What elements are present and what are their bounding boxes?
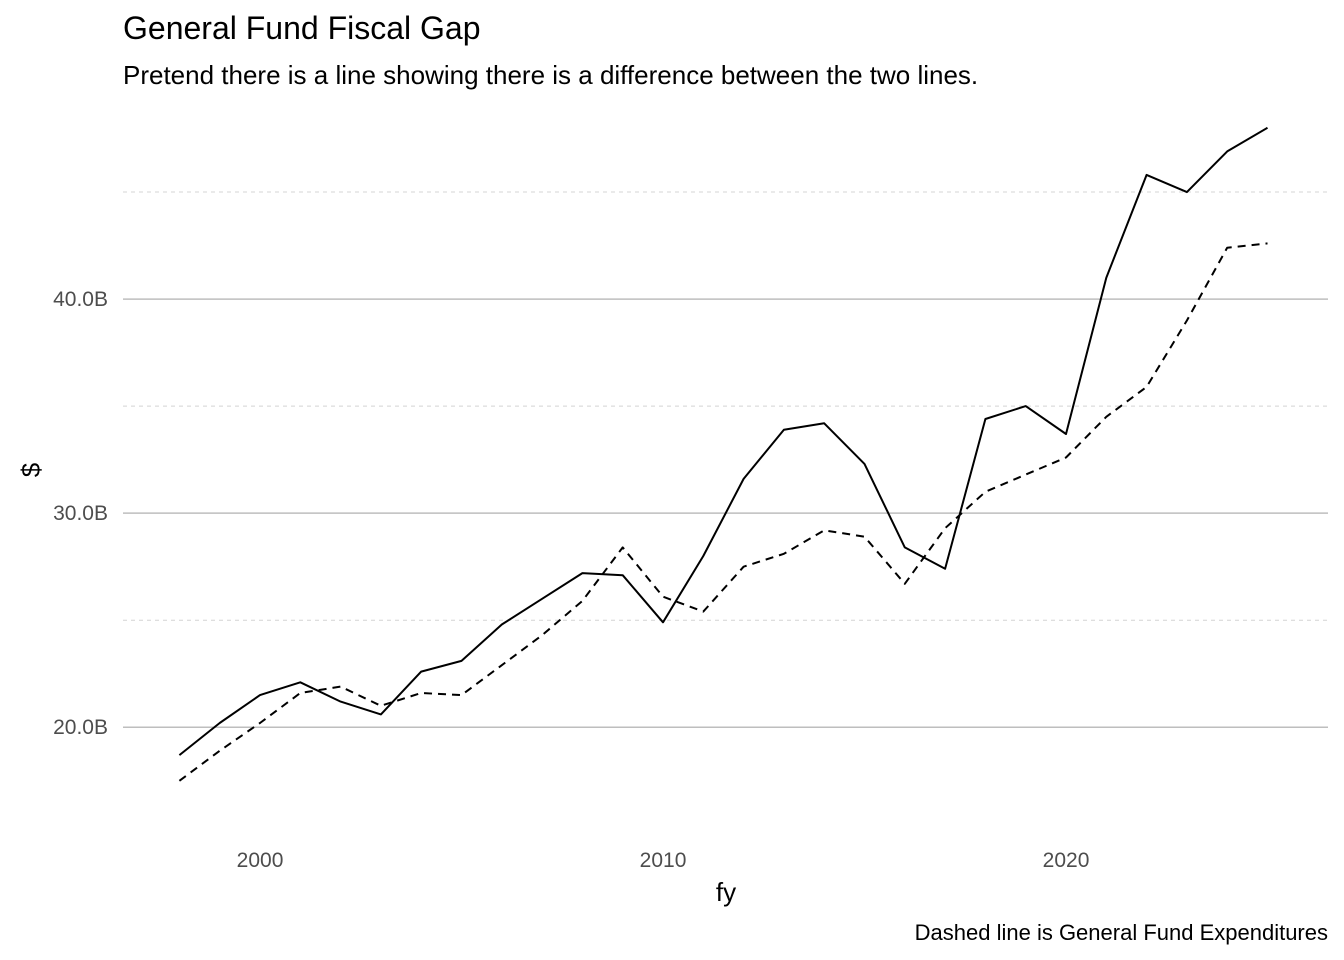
revenue-line	[178, 126, 1269, 756]
y-tick-label: 40.0B	[53, 288, 108, 311]
x-axis-title: fy	[716, 877, 736, 907]
series-layer	[178, 126, 1269, 782]
chart-caption: Dashed line is General Fund Expenditures	[914, 920, 1328, 945]
chart-subtitle: Pretend there is a line showing there is…	[123, 60, 979, 90]
y-axis-title: $	[16, 462, 46, 477]
chart-title: General Fund Fiscal Gap	[123, 10, 481, 46]
x-tick-label: 2020	[1043, 849, 1090, 872]
x-tick-labels: 2000 2010 2020	[237, 849, 1090, 872]
x-tick-label: 2000	[237, 849, 284, 872]
y-tick-label: 30.0B	[53, 502, 108, 525]
y-tick-labels: 20.0B 30.0B 40.0B	[53, 288, 108, 739]
y-tick-label: 20.0B	[53, 716, 108, 739]
expenditures-line	[178, 242, 1268, 782]
grid-layer	[123, 191, 1328, 728]
x-tick-label: 2010	[640, 849, 687, 872]
